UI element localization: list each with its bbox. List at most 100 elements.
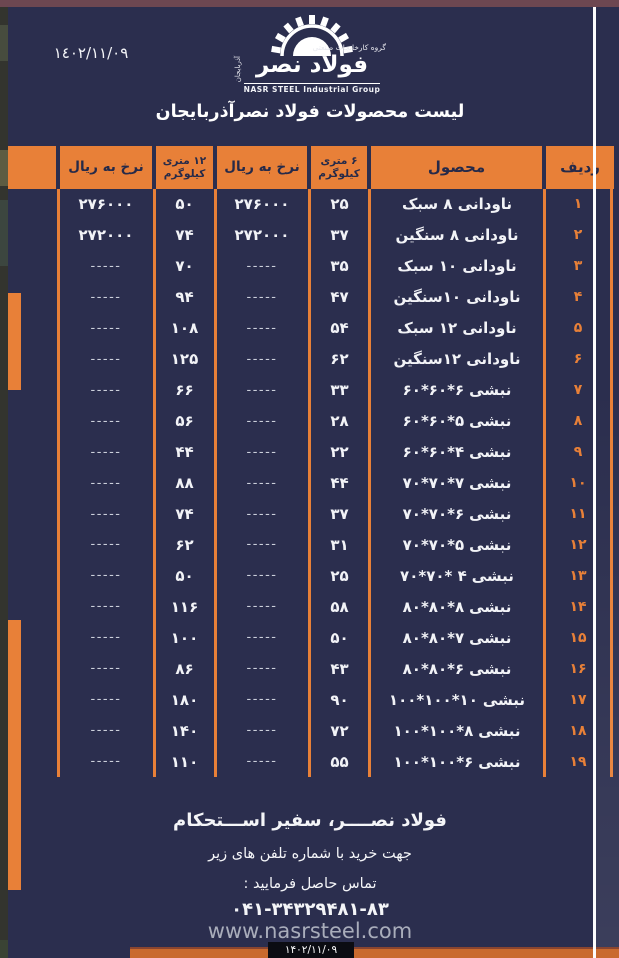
product-spec: ۸۰*۸۰*۶ — [402, 659, 465, 678]
header-kg-6m-line2: کیلوگرم — [318, 167, 360, 180]
column-rule — [610, 189, 613, 777]
logo-group-fa: گروه کارخانجات صنعتی — [312, 43, 386, 52]
product-cell: ۶۰*۶۰*۴ نبشی — [372, 437, 542, 468]
price-6m-cell: ----- — [246, 568, 278, 584]
kg-12m-cell: ۱۴۰ — [170, 721, 199, 740]
price-6m-cell: ----- — [246, 413, 278, 429]
right-edge-shading — [596, 0, 619, 958]
price-12m-cell: ----- — [90, 413, 122, 429]
kg-12m-cell: ۹۴ — [175, 288, 194, 307]
kg-6m-cell: ۵۰ — [330, 628, 349, 647]
product-cell: ۸۰*۸۰*۸ نبشی — [372, 591, 542, 622]
kg-12m-cell: ۷۴ — [175, 505, 194, 523]
price-12m-cell: ----- — [90, 506, 122, 522]
product-cell: ۶۰*۶۰*۵ نبشی — [372, 406, 542, 437]
price-12m-cell: ----- — [90, 382, 122, 398]
date-stamp: ۱۴۰۲/۱۱/۰۹ — [268, 942, 354, 958]
price-6m-cell: ----- — [246, 661, 278, 677]
price-6m-cell: ----- — [246, 599, 278, 615]
column-rule — [308, 189, 311, 777]
product-spec: ۸۰*۸۰*۷ — [402, 628, 465, 647]
product-name: نبشی — [469, 381, 512, 400]
top-maroon-strip — [0, 0, 619, 7]
product-name: ناودانی ۱۲سنگین — [393, 350, 521, 369]
row-number-cell: ۱۰ — [569, 475, 587, 492]
kg-12m-cell: ۶۲ — [175, 535, 194, 554]
row-number-cell: ۱۳ — [569, 567, 587, 584]
price-12m-cell: ----- — [90, 258, 122, 274]
product-name: نبشی — [469, 474, 512, 493]
row-number-cell: ۶ — [573, 351, 583, 368]
row-number-cell: ۱۹ — [569, 753, 587, 770]
header-kg-6m-line1: ۶ متری — [320, 155, 358, 168]
price-6m-cell: ----- — [246, 506, 278, 522]
kg-12m-cell: ۱۱۶ — [170, 597, 199, 616]
product-spec: ۱۰۰*۱۰۰*۱۰ — [388, 690, 478, 709]
column-price-12m: ۲۷۶۰۰۰ ۲۷۲۰۰۰ ----- ----- ----- ----- ----- ---… — [61, 189, 151, 777]
header-cutoff-column — [8, 146, 56, 189]
white-divider-line — [593, 7, 596, 958]
viewer-edge-strip — [0, 0, 8, 958]
kg-6m-cell: ۹۰ — [330, 690, 349, 709]
row-number-cell: ۹ — [573, 444, 583, 461]
price-6m-cell: ----- — [246, 723, 278, 739]
price-6m-cell: ----- — [246, 382, 278, 398]
kg-6m-cell: ۲۵ — [330, 566, 349, 585]
price-6m-cell: ----- — [246, 475, 278, 491]
edge-fragment — [0, 150, 8, 186]
product-name: نبشی — [478, 752, 521, 771]
product-name: ناودانی ۱۰سنگین — [393, 288, 521, 307]
kg-12m-cell: ۸۶ — [175, 659, 194, 678]
product-cell: ناودانی ۸ سبک — [372, 189, 542, 220]
price-12m-cell: ۲۷۲۰۰۰ — [78, 226, 134, 245]
product-cell: ۷۰*۷۰*۷ نبشی — [372, 468, 542, 499]
column-rule — [368, 189, 371, 777]
row-number-cell: ۲ — [573, 227, 583, 244]
kg-6m-cell: ۲۸ — [330, 412, 349, 431]
price-12m-cell: ----- — [90, 289, 122, 305]
kg-6m-cell: ۳۵ — [330, 257, 349, 276]
price-6m-cell: ----- — [246, 444, 278, 460]
edge-fragment — [0, 25, 8, 61]
product-name: نبشی — [469, 443, 512, 462]
column-rule — [543, 189, 546, 777]
price-12m-cell: ----- — [90, 630, 122, 646]
product-spec: ۷۰*۷۰* ۴ — [400, 566, 467, 585]
product-cell: ۱۰۰*۱۰۰*۸ نبشی — [372, 715, 542, 746]
column-product: ناودانی ۸ سبک ناودانی ۸ سنگین ناودانی ۱۰ س… — [372, 189, 542, 777]
row-number-cell: ۴ — [573, 289, 583, 306]
kg-12m-cell: ۱۸۰ — [170, 690, 199, 709]
kg-6m-cell: ۳۳ — [330, 381, 349, 400]
product-cell: ناودانی ۱۲ سبک — [372, 313, 542, 344]
column-price-6m: ۲۷۶۰۰۰ ۲۷۲۰۰۰ ----- ----- ----- ----- ----- ---… — [218, 189, 306, 777]
kg-12m-cell: ۵۰ — [175, 195, 194, 214]
kg-12m-cell: ۵۰ — [175, 566, 194, 585]
price-6m-cell: ----- — [246, 258, 278, 274]
kg-6m-cell: ۲۲ — [330, 443, 349, 462]
column-row-number: ۱ ۲ ۳ ۴ ۵ ۶ ۷ ۸ ۹ ۱۰ ۱۱ ۱۲ ۱۳ ۱۴ ۱۵ ۱۶ ۱۷ ۱۸ ۱۹ — [547, 189, 609, 777]
row-number-cell: ۱۷ — [569, 691, 587, 708]
price-6m-cell: ----- — [246, 630, 278, 646]
company-logo: فولاد نصر گروه کارخانجات صنعتی NASR STEE… — [232, 10, 392, 100]
column-rule — [57, 189, 60, 777]
footer-note-line2: تماس حاصل فرمایید : — [243, 876, 377, 892]
kg-6m-cell: ۴۴ — [330, 474, 349, 493]
footer-slogan: فولاد نصــــر، سفیر اســـتحکام — [173, 810, 447, 831]
kg-6m-cell: ۵۵ — [330, 752, 349, 771]
row-number-cell: ۳ — [573, 258, 583, 275]
product-cell: ناودانی ۱۰ سبک — [372, 251, 542, 282]
product-name: نبشی — [469, 412, 512, 431]
price-12m-cell: ----- — [90, 537, 122, 553]
edge-fragment — [0, 940, 8, 958]
product-spec: ۶۰*۶۰*۶ — [402, 381, 465, 400]
product-spec: ۶۰*۶۰*۵ — [402, 412, 465, 431]
kg-12m-cell: ۱۲۵ — [170, 350, 199, 369]
kg-6m-cell: ۵۸ — [330, 597, 349, 616]
kg-12m-cell: ۴۴ — [175, 443, 194, 462]
price-12m-cell: ----- — [90, 723, 122, 739]
product-name: ناودانی ۸ سبک — [401, 195, 513, 214]
kg-6m-cell: ۴۳ — [330, 659, 349, 678]
product-name: نبشی — [482, 690, 526, 709]
product-name: ناودانی ۸ سنگین — [395, 226, 519, 245]
